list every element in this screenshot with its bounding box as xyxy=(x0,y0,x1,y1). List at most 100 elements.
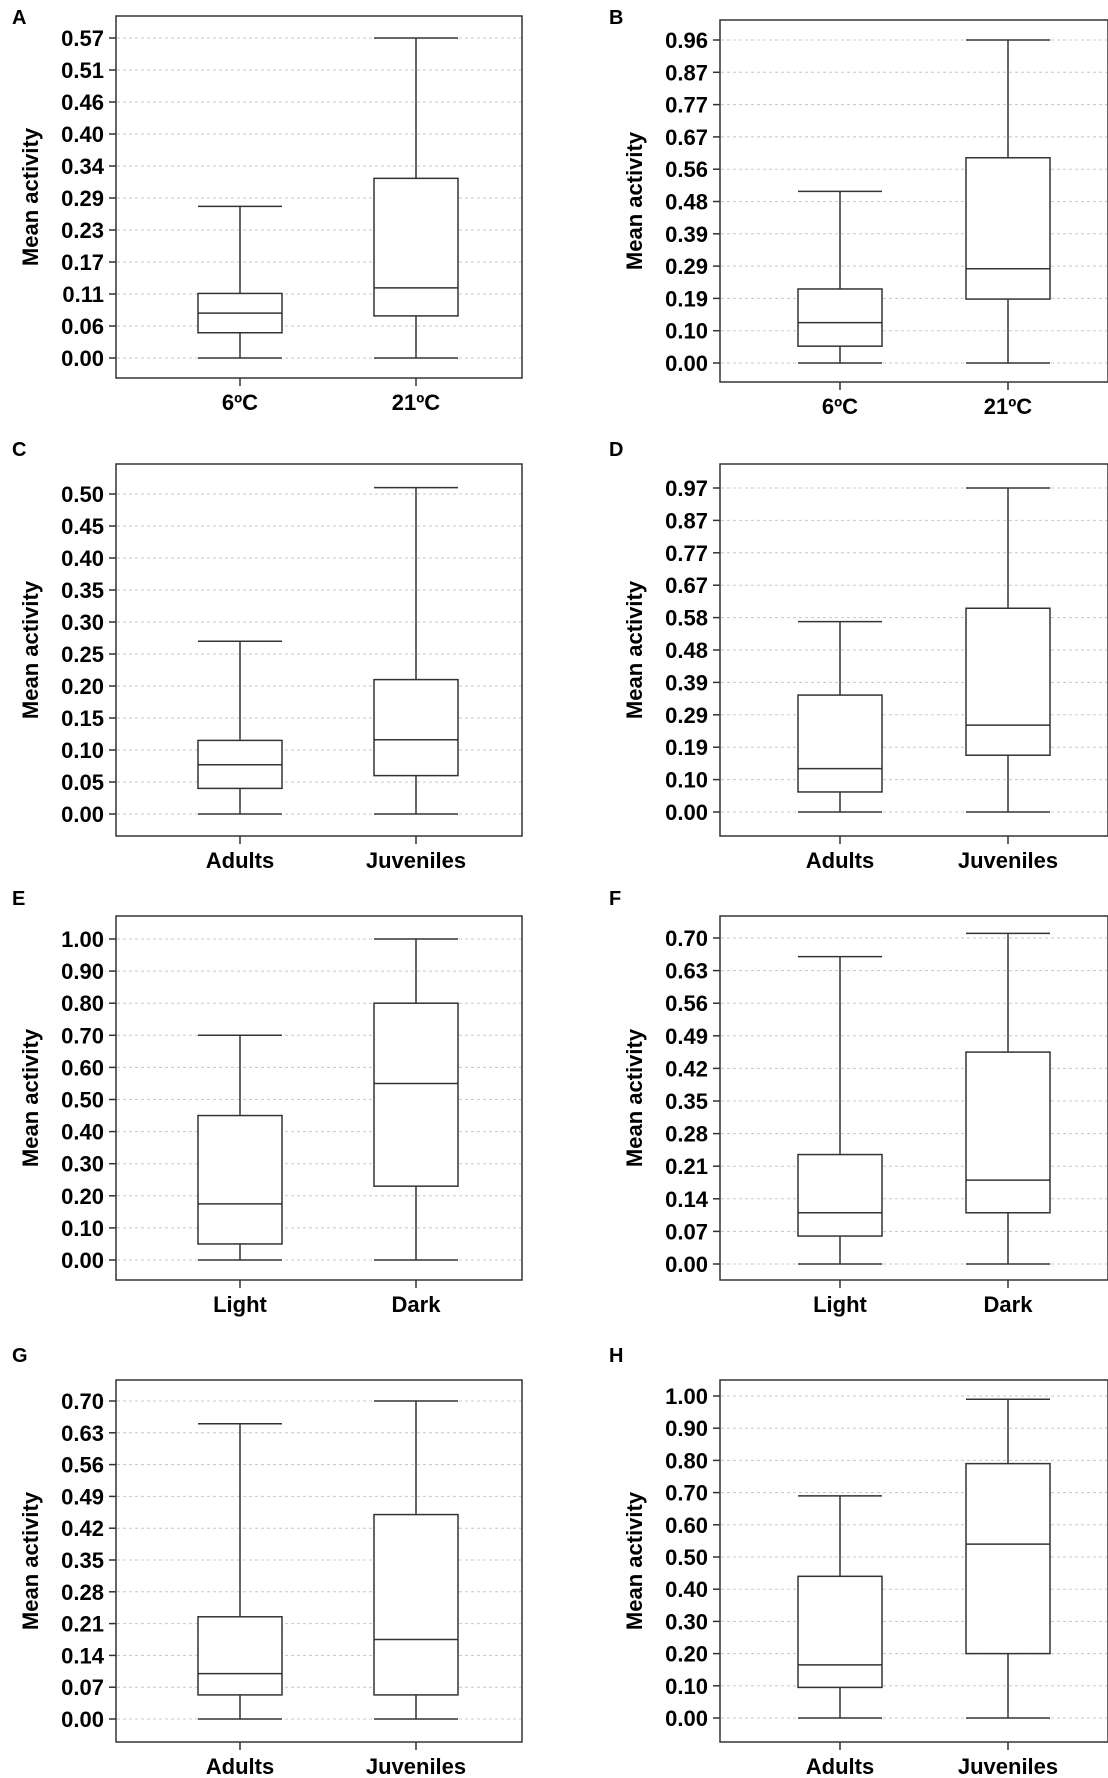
plot-frame xyxy=(719,915,1108,1281)
y-tick-label: 0.77 xyxy=(665,93,708,118)
x-category-label: Light xyxy=(813,1292,867,1317)
y-tick-label: 0.07 xyxy=(61,1675,104,1700)
y-tick-label: 0.00 xyxy=(665,351,708,376)
y-axis-title: Mean activity xyxy=(622,1028,647,1167)
y-tick-label: 0.46 xyxy=(61,90,104,115)
y-tick-label: 0.10 xyxy=(61,738,104,763)
y-tick-label: 0.60 xyxy=(665,1513,708,1538)
panel-letter: E xyxy=(12,888,25,910)
x-category-label: Adults xyxy=(806,848,874,873)
y-tick-label: 0.19 xyxy=(665,286,708,311)
y-tick-label: 0.19 xyxy=(665,735,708,760)
y-tick-label: 0.34 xyxy=(61,154,105,179)
x-category-label: 21ºC xyxy=(392,390,441,415)
iqr-box xyxy=(797,1575,883,1689)
y-axis-title: Mean activity xyxy=(18,1491,43,1630)
y-tick-label: 0.39 xyxy=(665,222,708,247)
y-tick-label: 0.30 xyxy=(665,1609,708,1634)
iqr-box xyxy=(797,288,883,347)
y-tick-label: 0.20 xyxy=(61,674,104,699)
y-tick-label: 0.87 xyxy=(665,60,708,85)
y-tick-label: 0.00 xyxy=(665,1706,708,1731)
y-tick-label: 0.56 xyxy=(665,157,708,182)
y-tick-label: 0.28 xyxy=(61,1580,104,1605)
y-tick-label: 0.10 xyxy=(61,1216,104,1241)
plot-frame xyxy=(115,15,523,379)
y-tick-label: 0.51 xyxy=(61,58,104,83)
plot-frame xyxy=(719,1379,1108,1743)
y-tick-label: 0.00 xyxy=(61,802,104,827)
y-tick-label: 0.23 xyxy=(61,218,104,243)
panel-g: G 0.00 0.07 0.14 0.21 0.28 0.35 0.42 0.49 0.56 0.6… xyxy=(12,1345,523,1778)
panel-d: D 0.00 0.10 0.19 0.29 0.39 0.48 0.58 0.67 0.77 0.8… xyxy=(609,439,1108,873)
iqr-box xyxy=(373,1513,459,1696)
panel-letter: H xyxy=(609,1345,623,1367)
y-tick-label: 0.90 xyxy=(665,1416,708,1441)
x-category-label: Juveniles xyxy=(958,1754,1058,1778)
y-tick-label: 0.35 xyxy=(61,578,104,603)
y-tick-label: 0.96 xyxy=(665,28,708,53)
panel-a: A 0.00 0.06 0.11 0.17 0.23 0.29 0.34 0.40 0.46 0.5… xyxy=(12,7,523,415)
y-tick-label: 0.20 xyxy=(61,1184,104,1209)
y-tick-label: 0.35 xyxy=(665,1089,708,1114)
panel-letter: F xyxy=(609,888,621,910)
panel-e: E 0.00 0.10 0.20 0.30 0.40 0.50 0.60 0.70 0.80 0.9… xyxy=(12,888,523,1317)
y-tick-label: 0.70 xyxy=(61,1023,104,1048)
y-tick-label: 1.00 xyxy=(665,1384,708,1409)
y-tick-label: 0.40 xyxy=(61,546,104,571)
y-tick-label: 0.70 xyxy=(665,1481,708,1506)
y-tick-label: 0.50 xyxy=(61,482,104,507)
x-category-label: Juveniles xyxy=(958,848,1058,873)
y-tick-label: 0.67 xyxy=(665,573,708,598)
panel-letter: B xyxy=(609,7,623,29)
x-category-label: 6ºC xyxy=(222,390,258,415)
y-tick-label: 0.10 xyxy=(665,1674,708,1699)
x-category-label: 6ºC xyxy=(822,394,858,419)
iqr-box xyxy=(965,1051,1051,1214)
y-axis-title: Mean activity xyxy=(622,131,647,270)
y-tick-label: 0.60 xyxy=(61,1055,104,1080)
plot-frame xyxy=(115,1379,523,1743)
y-tick-label: 0.29 xyxy=(61,186,104,211)
y-tick-label: 0.11 xyxy=(62,282,104,307)
y-tick-label: 0.30 xyxy=(61,1152,104,1177)
y-tick-label: 0.40 xyxy=(61,122,104,147)
y-tick-label: 0.50 xyxy=(61,1088,104,1113)
y-tick-label: 0.21 xyxy=(665,1154,708,1179)
y-tick-label: 0.21 xyxy=(61,1612,104,1637)
y-tick-label: 0.07 xyxy=(665,1219,708,1244)
iqr-box xyxy=(197,1114,283,1245)
panel-letter: D xyxy=(609,439,623,461)
y-tick-label: 0.48 xyxy=(665,638,708,663)
y-tick-label: 0.56 xyxy=(665,991,708,1016)
y-tick-label: 0.00 xyxy=(61,1248,104,1273)
plot-frame xyxy=(115,915,523,1281)
plot-frame xyxy=(115,463,523,837)
y-tick-label: 0.29 xyxy=(665,703,708,728)
iqr-box xyxy=(797,1153,883,1237)
y-axis-title: Mean activity xyxy=(622,580,647,719)
y-tick-label: 0.80 xyxy=(61,991,104,1016)
panel-letter: A xyxy=(12,7,26,29)
x-category-label: Adults xyxy=(806,1754,874,1778)
x-category-label: Dark xyxy=(392,1292,442,1317)
y-axis-title: Mean activity xyxy=(18,1028,43,1167)
y-tick-label: 0.45 xyxy=(61,514,104,539)
y-tick-label: 1.00 xyxy=(61,927,104,952)
panel-letter: G xyxy=(12,1345,28,1367)
y-tick-label: 0.00 xyxy=(61,1707,104,1732)
iqr-box xyxy=(197,1616,283,1696)
y-axis-title: Mean activity xyxy=(18,127,43,266)
iqr-box xyxy=(797,694,883,793)
y-tick-label: 0.67 xyxy=(665,125,708,150)
y-tick-label: 0.63 xyxy=(665,959,708,984)
y-tick-label: 0.77 xyxy=(665,541,708,566)
y-tick-label: 0.10 xyxy=(665,768,708,793)
x-category-label: Adults xyxy=(206,848,274,873)
iqr-box xyxy=(373,1002,459,1187)
y-tick-label: 0.10 xyxy=(665,319,708,344)
y-tick-label: 0.48 xyxy=(665,190,708,215)
y-tick-label: 0.00 xyxy=(61,346,104,371)
y-tick-label: 0.14 xyxy=(665,1187,709,1212)
y-tick-label: 0.29 xyxy=(665,254,708,279)
